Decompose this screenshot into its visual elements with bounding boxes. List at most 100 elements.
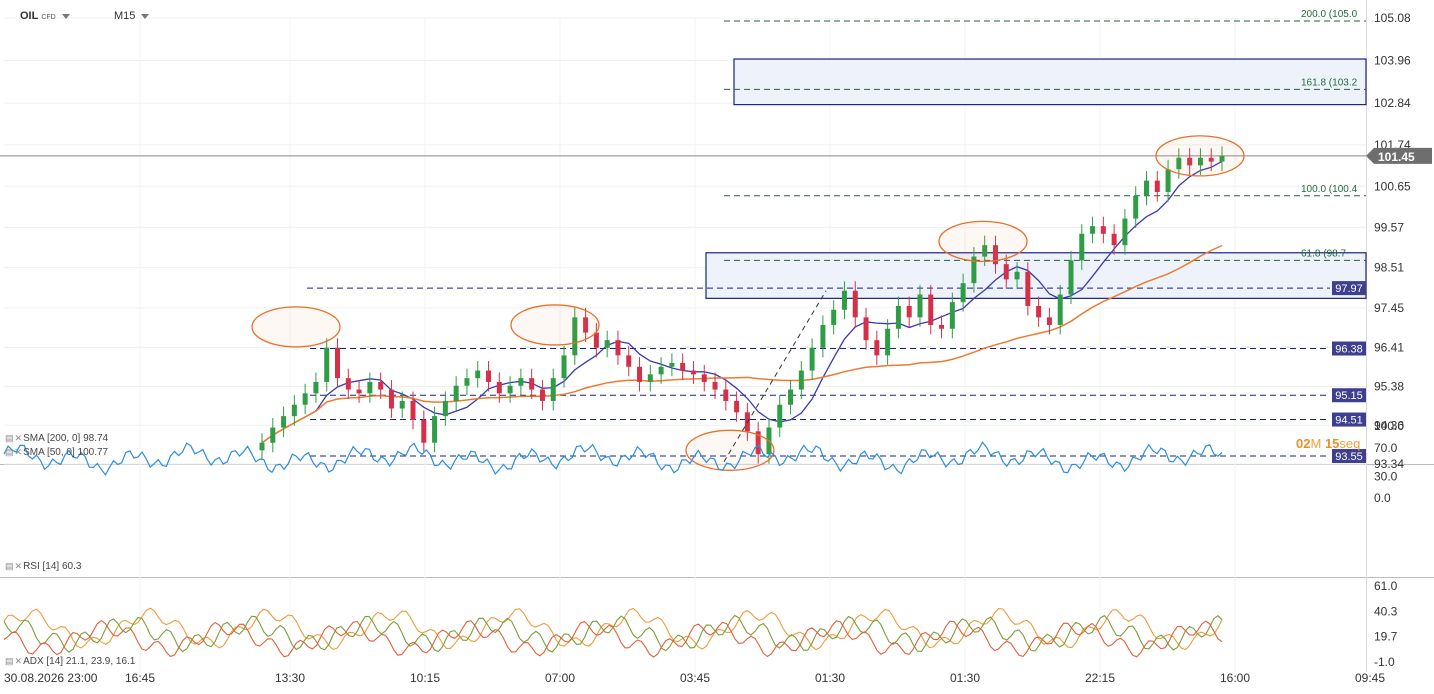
countdown-seconds: 15 [1324, 436, 1340, 451]
close-icon[interactable]: ✕ [14, 656, 22, 666]
level-price-label: 97.97 [1335, 283, 1363, 295]
candle-body [291, 404, 297, 417]
candle-body [604, 340, 610, 348]
sma50-label: SMA [50, 0] 100.77 [23, 447, 109, 458]
candle-body [1057, 294, 1063, 325]
candle-body [410, 400, 416, 420]
sma200-label: SMA [200, 0] 98.74 [23, 433, 109, 444]
candle-countdown: 02M 15seq [1296, 436, 1360, 451]
candle-body [529, 378, 535, 390]
candle-body [1143, 180, 1149, 196]
candle-body [615, 340, 621, 356]
candle-body [820, 324, 826, 348]
price-tick-label: 100.65 [1374, 179, 1411, 193]
last-price-badge [1366, 147, 1432, 164]
candle-body [1079, 233, 1085, 261]
candle-body [367, 381, 373, 394]
candle-body [1003, 264, 1009, 280]
rsi-tick-label: 0.0 [1374, 491, 1391, 505]
level-price-badge [1332, 388, 1366, 403]
time-tick-label: 01:30 [815, 671, 845, 685]
target-zone [733, 58, 1367, 106]
highlight-ellipse [510, 304, 600, 346]
candle-body [270, 427, 276, 443]
legend-sma200[interactable]: ▤ ✕ SMA [200, 0] 98.74 [5, 433, 108, 444]
candle-body [809, 347, 815, 371]
level-price-badge [1332, 281, 1366, 296]
candle-body [626, 355, 632, 367]
di-minus-line [3, 619, 1223, 658]
countdown-minutes: 02 [1296, 436, 1311, 451]
candle-body [1208, 157, 1214, 162]
support-resistance-levels: 97.97 96.38 95.15 94.51 93.55 [0, 155, 1366, 464]
candle-body [1068, 260, 1074, 295]
timeframe-label: M15 [114, 10, 136, 22]
close-icon[interactable]: ✕ [14, 561, 22, 571]
candle-body [464, 378, 470, 386]
candle-body [841, 290, 847, 310]
adx-tick-label: 19.7 [1374, 630, 1398, 644]
candle-body [1165, 169, 1171, 192]
moving-averages [261, 160, 1223, 444]
legend-sma50[interactable]: ▤ ✕ SMA [50, 0] 100.77 [5, 447, 108, 458]
highlight-ellipse [251, 306, 341, 348]
sma200-line [261, 244, 1223, 444]
settings-icon[interactable]: ▤ [5, 561, 13, 571]
symbol-selector[interactable]: OIL CFD [20, 10, 70, 22]
close-icon[interactable]: ✕ [14, 433, 22, 443]
candle-body [831, 309, 837, 325]
level-price-badge [1332, 341, 1366, 356]
chevron-down-icon [141, 13, 150, 19]
candle-body [550, 378, 556, 401]
candle-body [475, 370, 481, 379]
time-tick-label: 07:00 [545, 671, 575, 685]
price-tick-label: 98.51 [1374, 261, 1404, 275]
adx-label: ADX [14] 21.1, 23.9, 16.1 [23, 656, 136, 667]
fib-label: 61.8 (98.7 [1301, 248, 1346, 259]
time-axis: 30.08.2026 23:00 16:45 13:30 10:15 07:00 03:4… [4, 671, 1385, 685]
sma50-line [261, 160, 1223, 444]
candle-body [1122, 218, 1128, 246]
candle-body [895, 305, 901, 329]
candle-body [1197, 157, 1203, 166]
rsi-tick-label: 30.0 [1374, 469, 1398, 483]
level-price-label: 96.38 [1335, 344, 1363, 356]
settings-icon[interactable]: ▤ [5, 433, 13, 443]
fib-label: 161.8 (103.2 [1301, 77, 1358, 88]
price-tick-label: 93.34 [1374, 457, 1404, 471]
candle-body [712, 381, 718, 390]
level-price-badge [1332, 412, 1366, 427]
candle-body [378, 381, 384, 390]
candle-body [939, 324, 945, 329]
candle-body [1111, 233, 1117, 246]
legend-rsi[interactable]: ▤ ✕ RSI [14] 60.3 [5, 561, 81, 572]
candle-body [669, 362, 675, 367]
last-price-label: 101.45 [1378, 150, 1415, 164]
level-price-label: 94.51 [1335, 415, 1363, 427]
symbol-name: OIL [20, 10, 39, 22]
rsi-tick-label: 70.0 [1374, 441, 1398, 455]
price-tick-label: 102.84 [1374, 96, 1411, 110]
legend-adx[interactable]: ▤ ✕ ADX [14] 21.1, 23.9, 16.1 [5, 656, 135, 667]
fib-label: 100.0 (100.4 [1301, 184, 1358, 195]
settings-icon[interactable]: ▤ [5, 656, 13, 666]
candle-body [971, 256, 977, 284]
candle-body [1014, 271, 1020, 280]
candle-body [583, 317, 589, 333]
close-icon[interactable]: ✕ [14, 447, 22, 457]
candle-body [572, 317, 578, 356]
timeframe-selector[interactable]: M15 [114, 10, 150, 22]
candle-body [324, 347, 330, 382]
candle-body [723, 389, 729, 401]
adx-tick-label: 40.3 [1374, 604, 1398, 618]
time-tick-label: 09:45 [1355, 671, 1385, 685]
candle-body [863, 317, 869, 341]
candle-body [1046, 317, 1052, 325]
candle-body [345, 378, 351, 390]
candle-body [432, 416, 438, 443]
candle-body [539, 389, 545, 401]
settings-icon[interactable]: ▤ [5, 447, 13, 457]
rsi-panel: 100.0 70.0 30.0 0.0 [3, 419, 1404, 505]
candle-body [442, 400, 448, 417]
